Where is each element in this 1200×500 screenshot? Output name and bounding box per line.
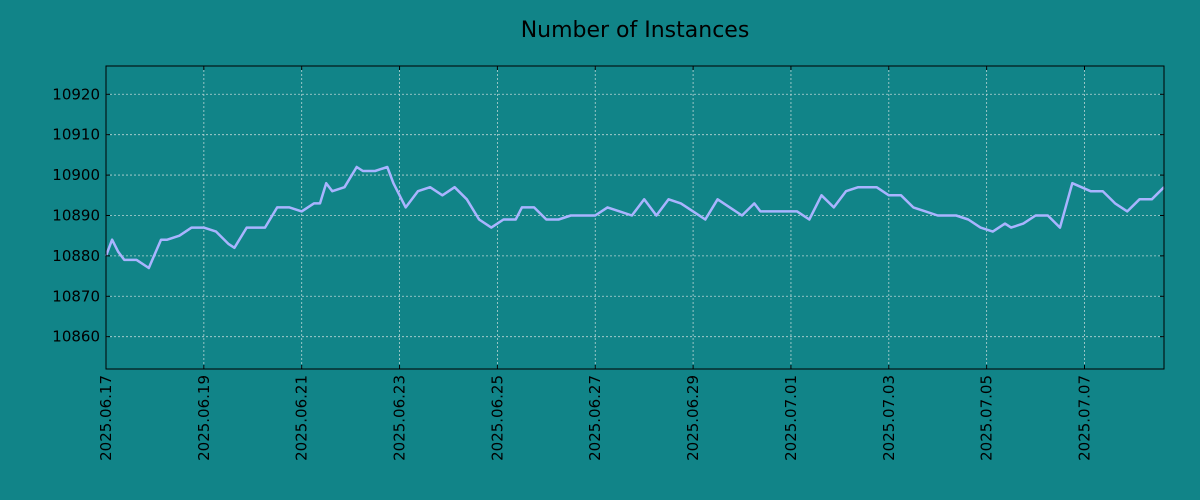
x-tick-label: 2025.07.07 [1075, 375, 1093, 461]
x-tick-label: 2025.07.05 [978, 375, 996, 461]
plot-frame [105, 65, 1165, 370]
y-tick-label: 10880 [52, 247, 100, 265]
x-tick-label: 2025.06.25 [488, 375, 506, 461]
series-line [104, 165, 1165, 270]
x-tick-label: 2025.07.03 [880, 375, 898, 461]
x-tick-label: 2025.06.17 [97, 375, 115, 461]
y-axis: 10860 10870 10880 10890 10900 10910 10920 [52, 85, 1164, 346]
x-tick-label: 2025.06.27 [586, 375, 604, 461]
y-tick-label: 10910 [52, 126, 100, 144]
x-tick-label: 2025.07.01 [782, 375, 800, 461]
x-tick-label: 2025.06.19 [195, 375, 213, 461]
x-tick-label: 2025.06.23 [391, 375, 409, 461]
x-tick-label: 2025.06.29 [684, 375, 702, 461]
y-tick-label: 10870 [52, 287, 100, 305]
x-axis: 2025.06.17 2025.06.19 2025.06.21 2025.06.23… [97, 66, 1093, 461]
y-tick-label: 10920 [52, 85, 100, 103]
series-group [104, 165, 1165, 270]
x-tick-label: 2025.06.21 [293, 375, 311, 461]
y-tick-label: 10900 [52, 166, 100, 184]
chart-title: Number of Instances [521, 18, 750, 43]
y-tick-label: 10860 [52, 328, 100, 346]
y-tick-label: 10890 [52, 206, 100, 224]
